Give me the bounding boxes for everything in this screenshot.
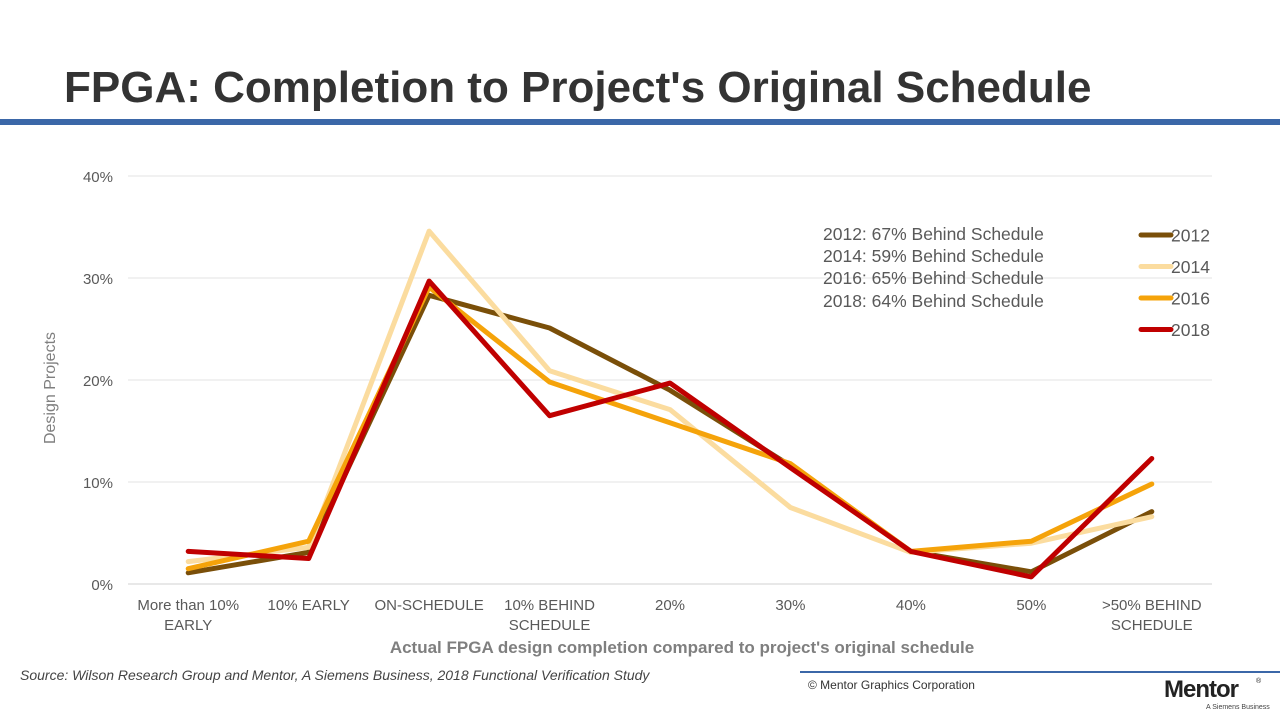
x-tick-label: 10% EARLY bbox=[268, 597, 350, 614]
copyright-text: © Mentor Graphics Corporation bbox=[808, 678, 975, 692]
y-axis-label: Design Projects bbox=[42, 332, 59, 444]
x-tick-label: 40% bbox=[896, 597, 926, 614]
x-tick-label: >50% BEHIND bbox=[1102, 597, 1202, 614]
legend-label-2016: 2016 bbox=[1171, 289, 1210, 309]
x-tick-label: SCHEDULE bbox=[509, 617, 591, 634]
legend: 2012 2014 2016 2018 bbox=[1138, 226, 1210, 340]
y-tick-label: 0% bbox=[91, 577, 113, 594]
x-tick-label: More than 10% bbox=[137, 597, 239, 614]
source-note: Source: Wilson Research Group and Mentor… bbox=[20, 667, 650, 683]
annotation-2012: 2012: 67% Behind Schedule bbox=[823, 224, 1044, 244]
x-axis-label: Actual FPGA design completion compared t… bbox=[390, 638, 974, 657]
y-tick-label: 40% bbox=[83, 169, 113, 186]
x-tick-label: EARLY bbox=[164, 617, 212, 634]
x-tick-label: 10% BEHIND bbox=[504, 597, 595, 614]
behind-schedule-notes: 2012: 67% Behind Schedule 2014: 59% Behi… bbox=[823, 224, 1044, 311]
annotation-2016: 2016: 65% Behind Schedule bbox=[823, 268, 1044, 288]
footer-divider bbox=[800, 671, 1280, 673]
y-tick-label: 10% bbox=[83, 475, 113, 492]
series-line-2012 bbox=[185, 292, 1155, 576]
x-tick-label: 50% bbox=[1016, 597, 1046, 614]
logo-wordmark: Mentor bbox=[1164, 676, 1239, 703]
y-tick-label: 20% bbox=[83, 373, 113, 390]
title-divider bbox=[0, 119, 1280, 125]
logo-registered-mark: ® bbox=[1256, 678, 1262, 685]
series-line-2018 bbox=[185, 278, 1155, 580]
x-tick-label: 30% bbox=[775, 597, 805, 614]
series-line-2016 bbox=[185, 284, 1155, 572]
logo-tagline: A Siemens Business bbox=[1206, 704, 1270, 711]
y-axis-ticks: 0% 10% 20% 30% 40% bbox=[83, 169, 113, 594]
x-tick-label: 20% bbox=[655, 597, 685, 614]
legend-label-2012: 2012 bbox=[1171, 226, 1210, 246]
x-axis-ticks: More than 10% EARLY 10% EARLY ON-SCHEDULE 10… bbox=[137, 597, 1201, 634]
legend-label-2014: 2014 bbox=[1171, 257, 1210, 277]
annotation-2014: 2014: 59% Behind Schedule bbox=[823, 246, 1044, 266]
x-tick-label: SCHEDULE bbox=[1111, 617, 1193, 634]
series-lines bbox=[185, 228, 1155, 580]
gridlines bbox=[128, 175, 1212, 585]
x-tick-label: ON-SCHEDULE bbox=[375, 597, 484, 614]
annotation-2018: 2018: 64% Behind Schedule bbox=[823, 291, 1044, 311]
y-tick-label: 30% bbox=[83, 271, 113, 288]
legend-label-2018: 2018 bbox=[1171, 320, 1210, 340]
mentor-logo: Mentor ® A Siemens Business bbox=[1164, 676, 1274, 716]
page-title: FPGA: Completion to Project's Original S… bbox=[64, 63, 1092, 112]
